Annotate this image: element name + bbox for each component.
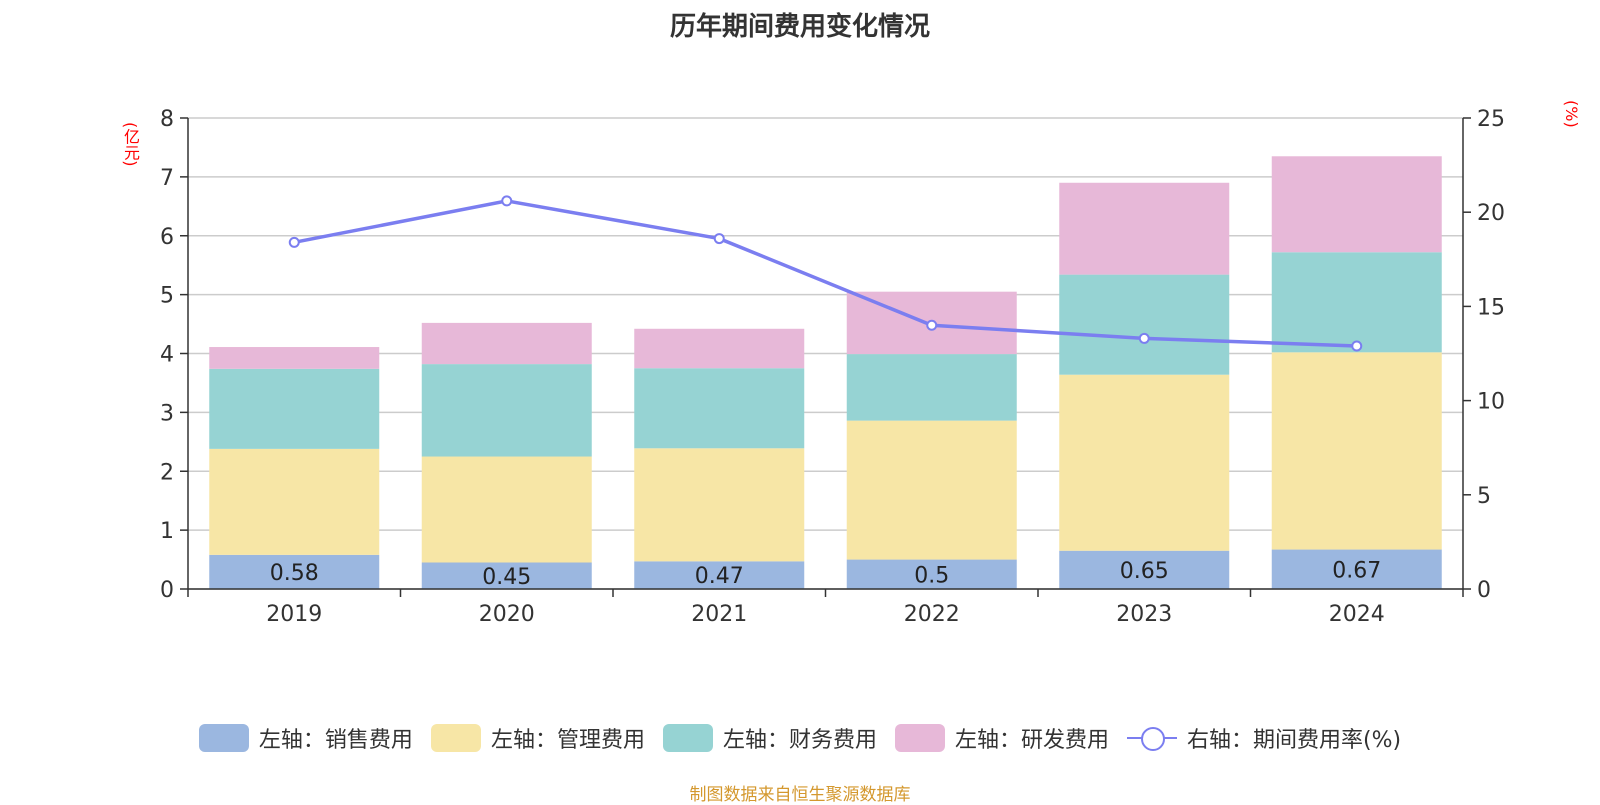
legend-line-marker-icon [1126, 724, 1177, 752]
bar-segment [209, 554, 380, 589]
left-axis-tick-label: 4 [160, 343, 174, 368]
bar-segment [1271, 549, 1442, 589]
source-footer: 制图数据来自恒生聚源数据库 [689, 785, 911, 805]
legend-swatch-finance [662, 724, 713, 752]
legend-swatch-admin [430, 724, 481, 752]
legend-item-admin[interactable]: 左轴：管理费用 [430, 722, 645, 754]
bar-data-label: 0.65 [1120, 559, 1169, 584]
left-axis-tick-label: 2 [160, 460, 174, 485]
rate-point [1351, 340, 1363, 352]
left-axis-tick-label: 0 [160, 578, 174, 603]
right-axis-tick-label: 20 [1477, 201, 1505, 226]
right-axis-tick-label: 10 [1477, 390, 1505, 415]
left-axis-tick-label: 1 [160, 519, 174, 544]
x-axis-tick-label: 2023 [1116, 602, 1172, 627]
left-axis-tick-label: 3 [160, 401, 174, 426]
bar-segment [846, 354, 1017, 421]
bar-segment [634, 368, 805, 449]
rate-point [288, 236, 300, 248]
bar-segment [421, 562, 592, 589]
bar-segment [1271, 352, 1442, 550]
bar-segment [421, 456, 592, 563]
right-axis-tick-label: 0 [1477, 578, 1491, 603]
bar-segment [1271, 156, 1442, 253]
chart-title: 历年期间费用变化情况 [669, 12, 930, 42]
rate-point [1138, 332, 1150, 344]
legend-label-admin: 左轴：管理费用 [490, 728, 645, 753]
left-axis-tick-label: 6 [160, 225, 174, 250]
legend-item-sales[interactable]: 左轴：销售费用 [198, 722, 413, 754]
bar-data-label: 0.67 [1332, 558, 1381, 583]
legend-label-rd: 左轴：研发费用 [954, 728, 1109, 753]
bar-segment [209, 368, 380, 449]
bar-data-label: 0.47 [695, 564, 744, 589]
x-axis-tick-label: 2020 [479, 602, 535, 627]
bar-segment [1059, 274, 1230, 375]
rate-point [713, 233, 725, 245]
bar-segment [1059, 374, 1230, 551]
legend-label-finance: 左轴：财务费用 [722, 728, 877, 753]
right-axis-tick-label: 15 [1477, 295, 1505, 320]
bar-segment [209, 347, 380, 369]
right-axis-unit: (%) [1562, 100, 1581, 128]
bar-segment [421, 364, 592, 457]
bar-data-label: 0.5 [914, 563, 949, 588]
bar-segment [209, 448, 380, 555]
bar-segment [1271, 252, 1442, 353]
legend-swatch-sales [198, 724, 249, 752]
left-axis-unit: (亿元) [121, 122, 140, 167]
legend-label-sales: 左轴：销售费用 [258, 728, 413, 753]
bar-segment [1059, 182, 1230, 275]
rate-point [926, 319, 938, 331]
left-axis-tick-label: 5 [160, 284, 174, 309]
legend-item-rd[interactable]: 左轴：研发费用 [894, 722, 1109, 754]
x-axis-tick-label: 2021 [691, 602, 747, 627]
bar-data-label: 0.58 [270, 561, 319, 586]
rate-line [293, 199, 1357, 348]
legend-item-rate[interactable]: 右轴：期间费用率(%) [1126, 722, 1402, 754]
bar-segment [634, 448, 805, 562]
rate-point [501, 195, 513, 207]
legend-swatch-rd [894, 724, 945, 752]
right-axis-tick-label: 25 [1477, 107, 1505, 132]
legend-item-finance[interactable]: 左轴：财务费用 [662, 722, 877, 754]
bar-segment [421, 322, 592, 365]
legend: 左轴：销售费用 左轴：管理费用 左轴：财务费用 左轴：研发费用 右轴：期间费用率… [0, 722, 1600, 754]
x-axis-tick-label: 2024 [1329, 602, 1385, 627]
bar-segment [634, 561, 805, 589]
right-axis-tick-label: 5 [1477, 484, 1491, 509]
bar-segment [1059, 550, 1230, 589]
bar-segment [846, 559, 1017, 589]
legend-label-rate: 右轴：期间费用率(%) [1186, 728, 1402, 753]
chart-plot: 0 1 2 3 4 5 6 7 8 0 5 10 15 20 25 0.58 0.45 0.47 0.5 0.65 0.… [160, 107, 1505, 627]
bar-data-label: 0.45 [482, 565, 531, 590]
left-axis-tick-label: 8 [160, 107, 174, 132]
bar-segment [846, 420, 1017, 560]
bar-segment [634, 328, 805, 369]
x-axis-tick-label: 2019 [266, 602, 322, 627]
x-axis-tick-label: 2022 [904, 602, 960, 627]
left-axis-tick-label: 7 [160, 166, 174, 191]
